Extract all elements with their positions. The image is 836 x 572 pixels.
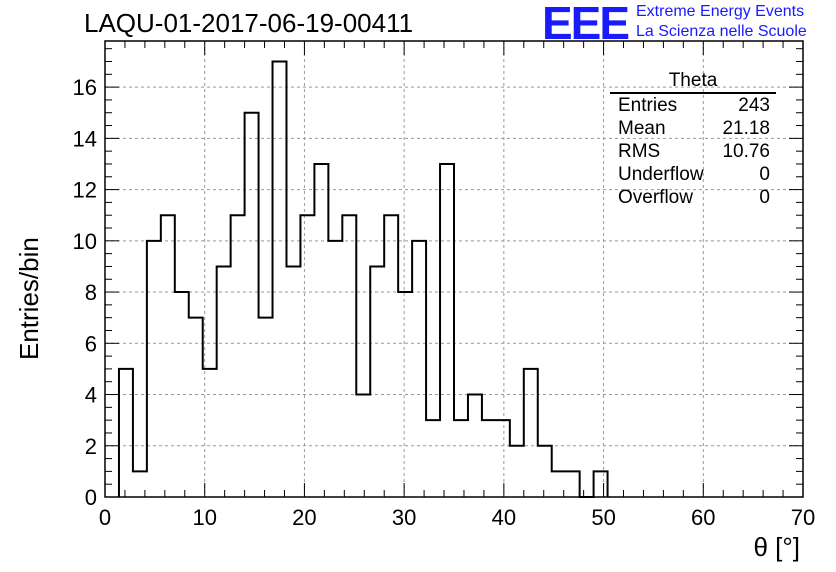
histogram-outline <box>117 60 609 498</box>
x-tick-label: 10 <box>192 505 216 530</box>
x-tick-label: 50 <box>591 505 615 530</box>
chart-title: LAQU-01-2017-06-19-00411 <box>84 8 414 38</box>
y-tick-label: 2 <box>85 434 97 459</box>
y-tick-label: 8 <box>85 280 97 305</box>
histogram-bin <box>524 369 538 497</box>
stats-value: 10.76 <box>722 141 770 162</box>
y-tick-label: 4 <box>85 383 97 408</box>
stats-box: Theta Entries 243 Mean 21.18 RMS 10.76 Unde… <box>610 70 776 209</box>
histogram-bin <box>454 420 468 497</box>
logo-line-2: La Scienza nelle Scuole <box>636 23 807 40</box>
stats-row: Underflow 0 <box>610 163 776 186</box>
histogram-bin <box>538 446 552 497</box>
x-axis-label: θ [°] <box>753 532 800 562</box>
histogram-bin <box>440 164 454 497</box>
histogram-bin <box>426 420 440 497</box>
stats-label: Entries <box>618 95 678 116</box>
histogram-bin <box>412 241 426 497</box>
stats-value: 0 <box>759 164 770 185</box>
histogram-bin <box>482 420 496 497</box>
histogram-bin <box>314 164 328 497</box>
stats-label: Underflow <box>618 164 704 185</box>
histogram-bin <box>496 420 510 497</box>
logo-caption: Extreme Energy Events La Scienza nelle S… <box>636 2 807 42</box>
stats-value: 243 <box>738 95 770 116</box>
histogram-bin <box>175 292 189 497</box>
y-tick-label: 10 <box>73 229 97 254</box>
stats-row: Overflow 0 <box>610 186 776 209</box>
stats-row: RMS 10.76 <box>610 140 776 163</box>
x-tick-label: 70 <box>791 505 815 530</box>
logo-line-1: Extreme Energy Events <box>636 3 805 20</box>
histogram-bin <box>217 266 231 497</box>
y-axis-label-wrap: Entries/bin <box>8 180 44 360</box>
y-tick-label: 16 <box>73 75 97 100</box>
x-tick-label: 20 <box>292 505 316 530</box>
stats-label: Mean <box>618 118 666 139</box>
histogram-bin <box>300 215 314 497</box>
stats-value: 0 <box>759 187 770 208</box>
y-axis-label: Entries/bin <box>14 237 44 360</box>
x-tick-label: 60 <box>691 505 715 530</box>
histogram-bin <box>370 266 384 497</box>
y-tick-label: 0 <box>85 485 97 510</box>
histogram-bin <box>286 266 300 497</box>
histogram-bin <box>245 113 259 497</box>
histogram-bin <box>189 318 203 497</box>
stats-title: Theta <box>610 70 776 94</box>
x-tick-label: 0 <box>99 505 111 530</box>
y-tick-label: 14 <box>73 126 97 151</box>
y-tick-label: 12 <box>73 178 97 203</box>
histogram-bin <box>384 215 398 497</box>
histogram-bin <box>231 215 245 497</box>
histogram-bin <box>342 215 356 497</box>
histogram-bin <box>328 241 342 497</box>
stats-value: 21.18 <box>722 118 770 139</box>
histogram-bin <box>147 241 161 497</box>
histogram-bin <box>566 471 580 497</box>
histogram-bin <box>119 369 133 497</box>
x-tick-label: 30 <box>392 505 416 530</box>
y-tick-label: 6 <box>85 331 97 356</box>
stats-row: Entries 243 <box>610 94 776 117</box>
histogram-bin <box>510 446 524 497</box>
stats-label: RMS <box>618 141 661 162</box>
histogram-bin <box>273 61 287 497</box>
x-tick-label: 40 <box>492 505 516 530</box>
stats-label: Overflow <box>618 187 693 208</box>
histogram-bin <box>259 318 273 497</box>
histogram-bin <box>161 215 175 497</box>
histogram-bin <box>594 471 608 497</box>
eee-logo: EEE <box>542 0 630 49</box>
stats-row: Mean 21.18 <box>610 117 776 140</box>
plot-frame <box>104 40 804 498</box>
